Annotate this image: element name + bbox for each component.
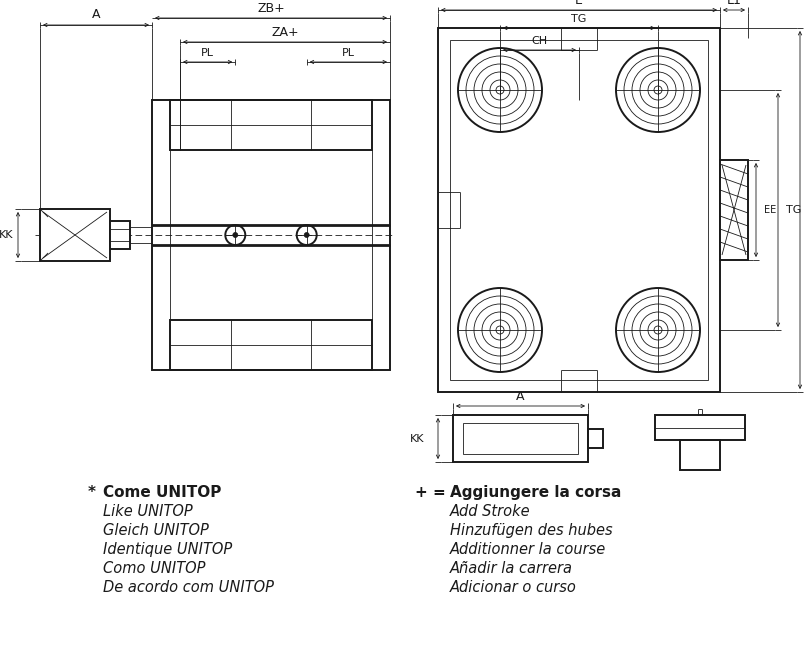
Bar: [450, 40, 708, 380]
Bar: [110, 221, 130, 249]
Text: De acordo com UNITOP: De acordo com UNITOP: [103, 580, 274, 595]
Text: CH: CH: [531, 36, 547, 46]
Text: Aggiungere la corsa: Aggiungere la corsa: [450, 485, 621, 500]
Text: + =: + =: [415, 485, 446, 500]
Text: KK: KK: [410, 434, 424, 444]
Text: Identique UNITOP: Identique UNITOP: [103, 542, 232, 557]
Text: Añadir la carrera: Añadir la carrera: [450, 561, 573, 576]
Bar: [680, 440, 720, 470]
Text: ZB+: ZB+: [257, 1, 285, 15]
Bar: [170, 100, 372, 150]
Text: Like UNITOP: Like UNITOP: [103, 504, 193, 519]
Text: Gleich UNITOP: Gleich UNITOP: [103, 523, 209, 538]
Text: L1: L1: [727, 0, 741, 7]
Bar: [438, 28, 720, 392]
Text: Adicionar o curso: Adicionar o curso: [450, 580, 577, 595]
Bar: [588, 429, 603, 448]
Text: Additionner la course: Additionner la course: [450, 542, 607, 557]
Text: A: A: [517, 391, 525, 403]
Text: Como UNITOP: Como UNITOP: [103, 561, 205, 576]
Text: Come UNITOP: Come UNITOP: [103, 485, 221, 500]
Circle shape: [304, 233, 309, 237]
Text: Hinzufügen des hubes: Hinzufügen des hubes: [450, 523, 612, 538]
Text: E: E: [575, 0, 583, 7]
Text: TG: TG: [786, 205, 801, 215]
Bar: [453, 415, 588, 462]
Text: PL: PL: [342, 48, 355, 58]
Text: KK: KK: [0, 230, 13, 240]
Bar: [152, 100, 390, 370]
Text: Add Stroke: Add Stroke: [450, 504, 530, 519]
Text: E: E: [810, 204, 811, 217]
Text: PL: PL: [201, 48, 214, 58]
Circle shape: [233, 233, 238, 237]
Text: *: *: [88, 485, 96, 500]
Bar: [40, 209, 110, 261]
Text: EE: EE: [764, 205, 776, 215]
Bar: [720, 160, 748, 260]
Bar: [655, 415, 745, 440]
Text: TG: TG: [571, 14, 586, 24]
Text: ZA+: ZA+: [271, 26, 298, 38]
Bar: [463, 423, 578, 454]
Text: A: A: [92, 9, 101, 22]
Bar: [170, 320, 372, 370]
